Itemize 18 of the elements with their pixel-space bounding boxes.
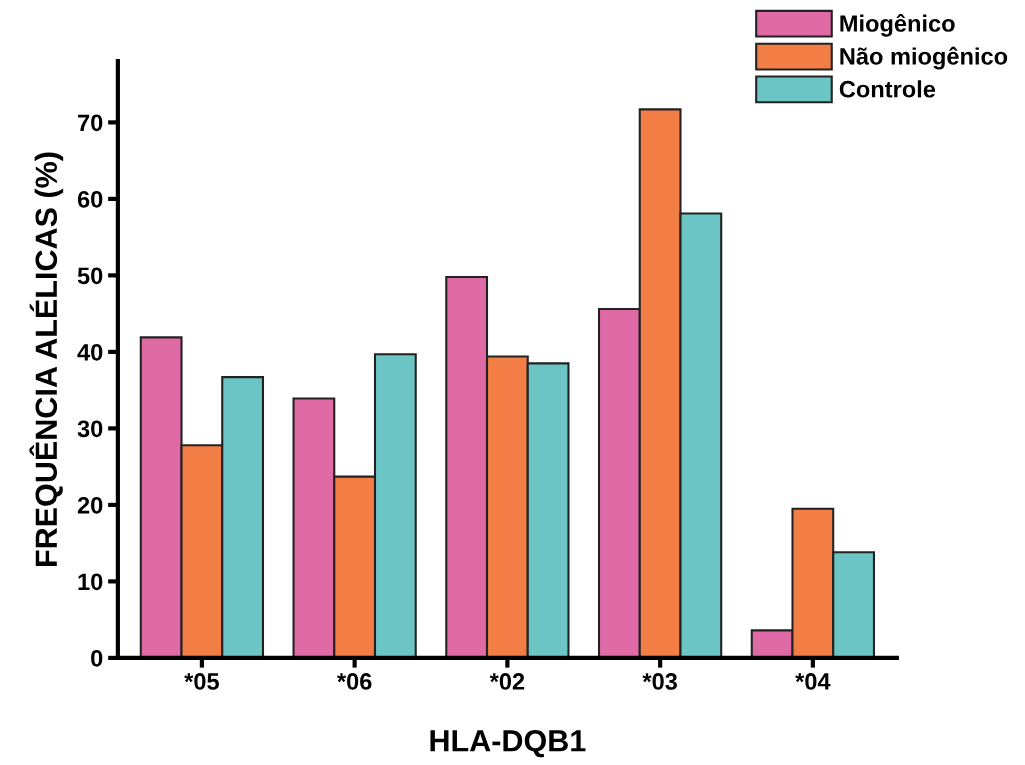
y-tick-label: 40 xyxy=(77,343,103,361)
x-tick-label: *05 xyxy=(184,673,219,690)
x-tick-label: *04 xyxy=(795,673,831,690)
legend-label: Controle xyxy=(839,80,936,98)
y-tick-label: 50 xyxy=(77,267,103,285)
y-tick-label: 30 xyxy=(77,420,103,438)
y-tick-label: 10 xyxy=(78,573,103,591)
y-tick-label: 70 xyxy=(78,114,103,132)
x-tick-label: *06 xyxy=(336,673,372,690)
y-tick-label: 20 xyxy=(77,496,103,514)
y-tick-label: 0 xyxy=(91,649,103,667)
y-axis-title: FREQUÊNCIA ALÉLICAS (%) xyxy=(29,152,64,567)
legend-label: Miogênico xyxy=(840,14,955,37)
x-axis-title: HLA-DQB1 xyxy=(430,730,586,758)
x-tick-label: *03 xyxy=(642,673,677,690)
legend-label: Não miogênico xyxy=(840,46,1008,70)
y-tick-label: 60 xyxy=(77,190,103,208)
x-tick-label: *02 xyxy=(489,673,525,690)
